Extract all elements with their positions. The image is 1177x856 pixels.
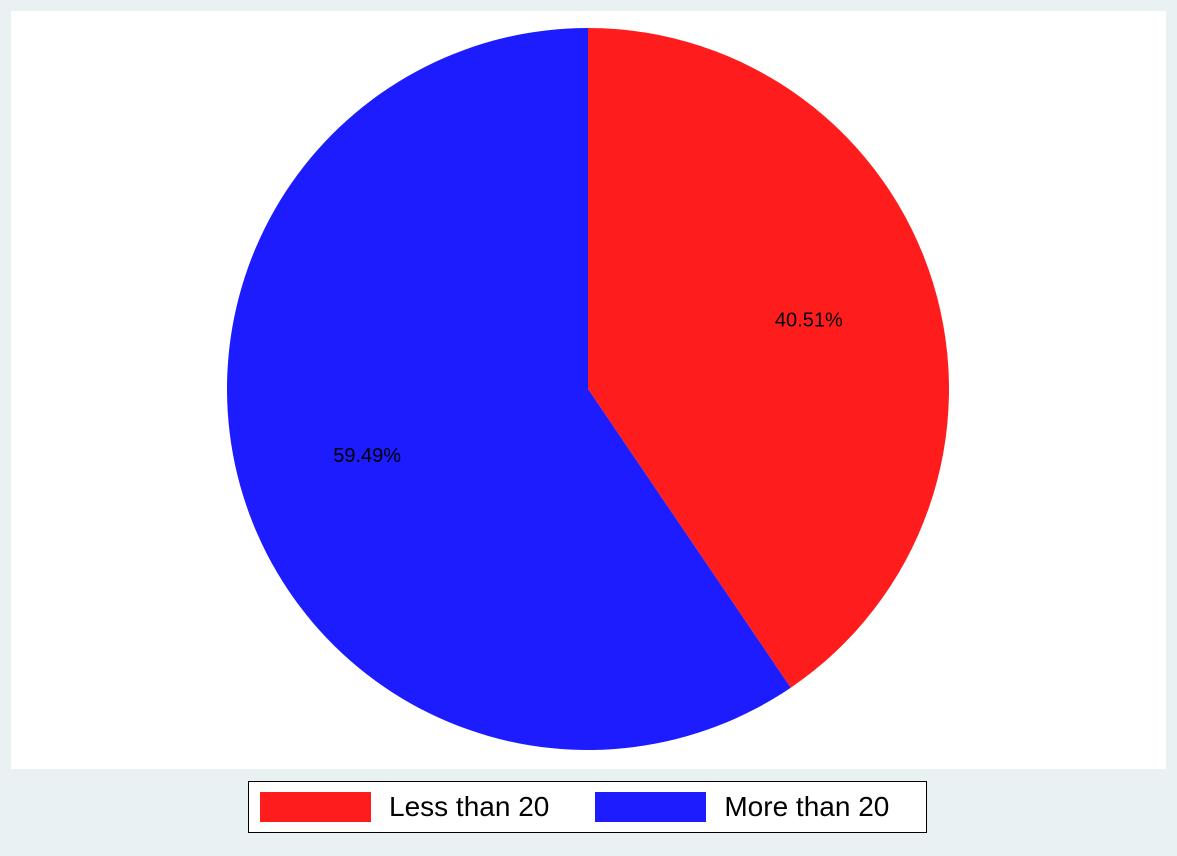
slice-label-less-than-20: 40.51% [775,309,843,331]
legend-label-more-than-20: More than 20 [724,791,890,822]
pie-slice-more-than-20 [226,28,791,751]
legend-item-more-than-20: More than 20 [595,791,889,823]
legend-swatch-less-than-20 [260,792,371,822]
legend-label-less-than-20: Less than 20 [389,791,550,822]
slice-label-more-than-20: 59.49% [333,445,401,467]
pie-slice-less-than-20 [588,28,949,688]
legend: Less than 20 More than 20 [248,781,927,833]
legend-swatch-more-than-20 [595,792,707,822]
legend-item-less-than-20: Less than 20 [260,791,549,823]
